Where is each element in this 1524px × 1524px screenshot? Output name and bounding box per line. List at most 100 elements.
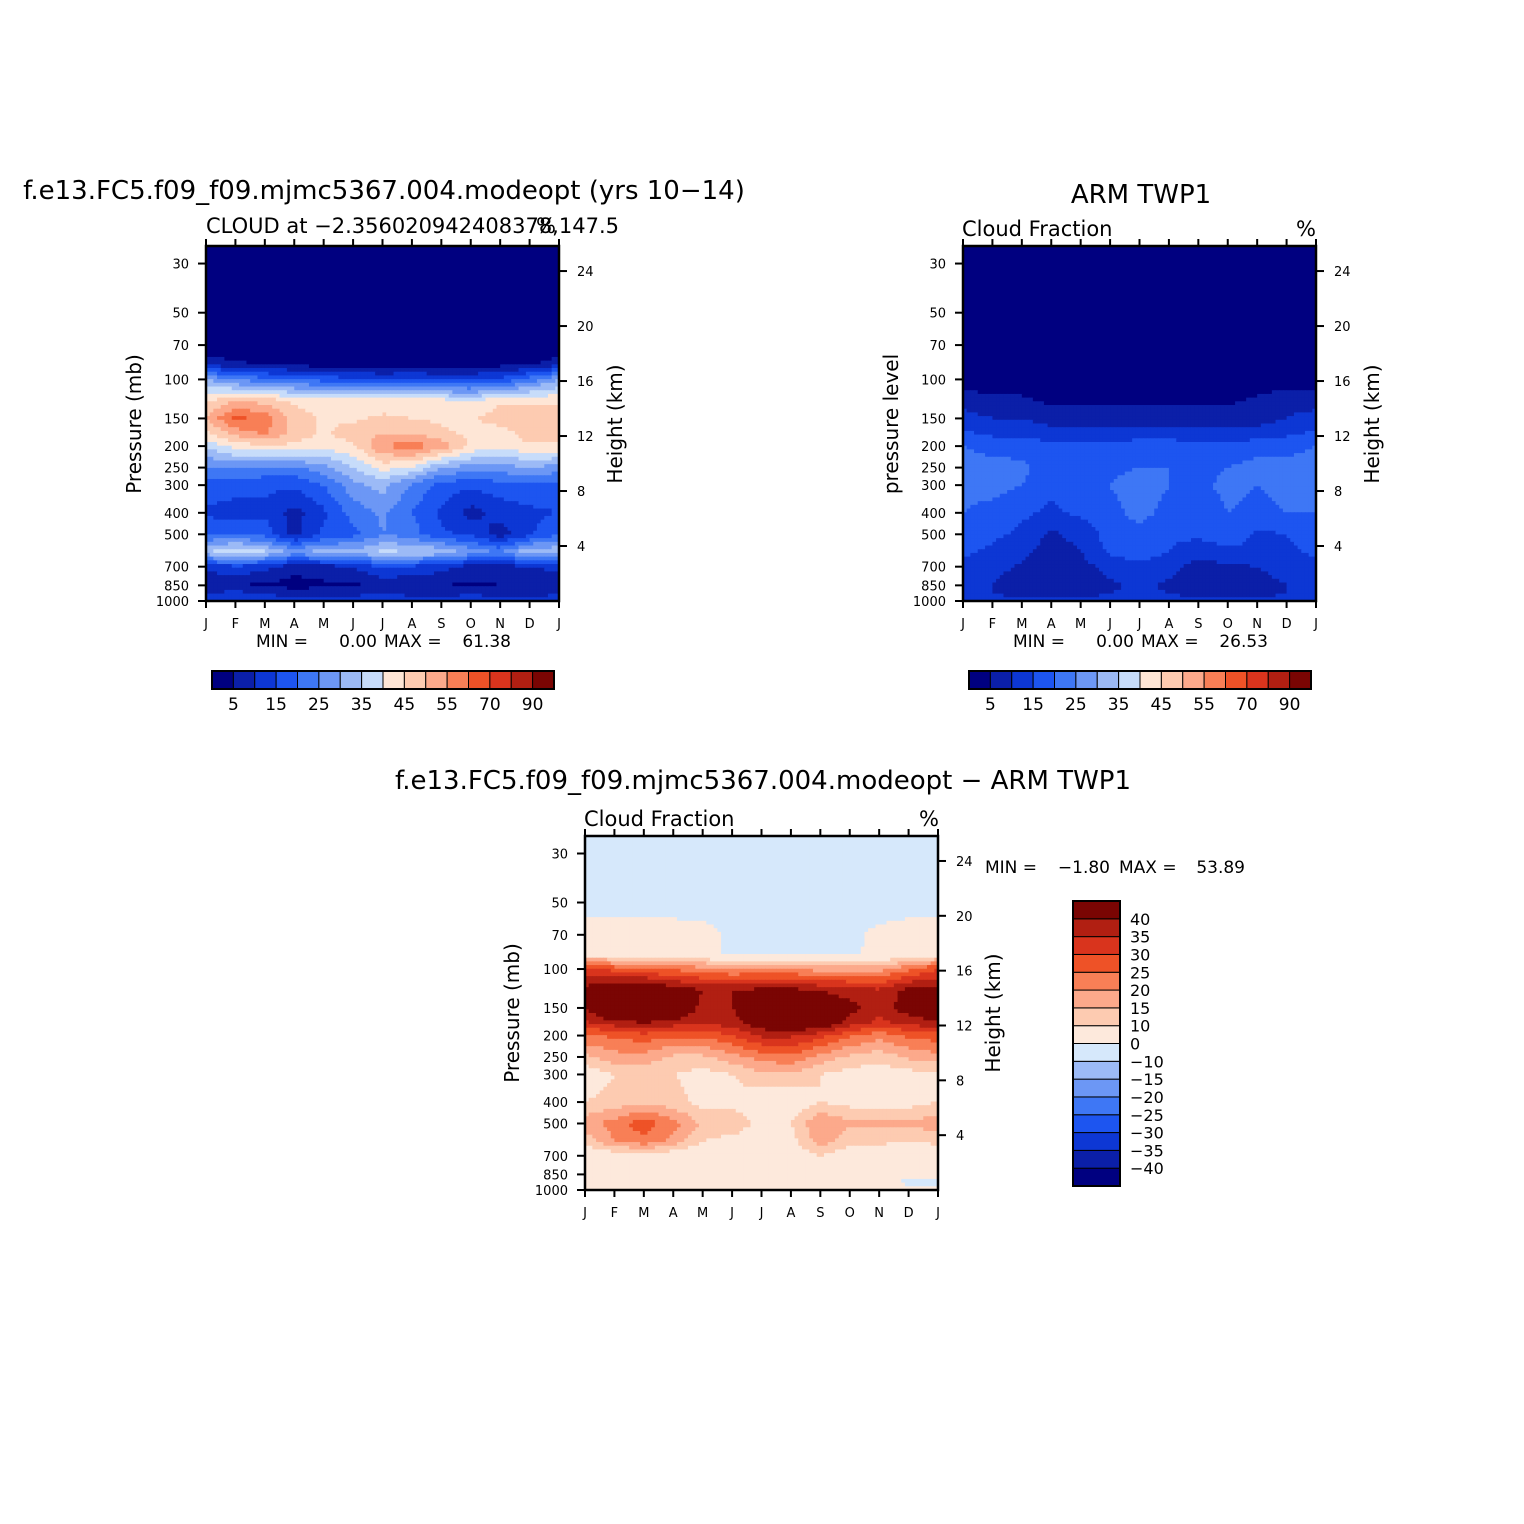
contour-cell bbox=[544, 268, 548, 272]
contour-cell bbox=[320, 412, 324, 416]
contour-cell bbox=[371, 327, 375, 331]
contour-cell bbox=[224, 338, 228, 342]
contour-cell bbox=[552, 398, 556, 402]
contour-cell bbox=[379, 412, 383, 416]
contour-cell bbox=[250, 250, 254, 254]
contour-cell bbox=[552, 383, 556, 387]
contour-cell bbox=[471, 394, 475, 398]
contour-cell bbox=[500, 401, 504, 405]
contour-cell bbox=[210, 401, 214, 405]
contour-cell bbox=[522, 287, 526, 291]
contour-cell bbox=[338, 272, 342, 276]
contour-cell bbox=[232, 405, 236, 409]
contour-cell bbox=[401, 435, 405, 439]
contour-cell bbox=[213, 379, 217, 383]
contour-cell bbox=[452, 301, 456, 305]
contour-cell bbox=[235, 287, 239, 291]
contour-cell bbox=[342, 287, 346, 291]
contour-cell bbox=[346, 320, 350, 324]
contour-cell bbox=[530, 368, 534, 372]
contour-cell bbox=[533, 305, 537, 309]
contour-cell bbox=[463, 261, 467, 265]
contour-cell bbox=[313, 264, 317, 268]
contour-cell bbox=[313, 394, 317, 398]
contour-cell bbox=[496, 372, 500, 376]
contour-cell bbox=[397, 290, 401, 294]
contour-cell bbox=[493, 387, 497, 391]
contour-cell bbox=[265, 294, 269, 298]
contour-cell bbox=[346, 253, 350, 257]
contour-cell bbox=[530, 379, 534, 383]
contour-cell bbox=[353, 398, 357, 402]
contour-cell bbox=[213, 420, 217, 424]
contour-cell bbox=[544, 287, 548, 291]
contour-cell bbox=[508, 335, 512, 339]
contour-cell bbox=[474, 342, 478, 346]
contour-cell bbox=[342, 409, 346, 413]
contour-cell bbox=[416, 416, 420, 420]
contour-cell bbox=[544, 294, 548, 298]
contour-cell bbox=[283, 298, 287, 302]
contour-cell bbox=[342, 412, 346, 416]
contour-cell bbox=[537, 412, 541, 416]
contour-cell bbox=[368, 383, 372, 387]
contour-cell bbox=[349, 387, 353, 391]
contour-cell bbox=[511, 250, 515, 254]
contour-cell bbox=[541, 394, 545, 398]
contour-cell bbox=[309, 372, 313, 376]
contour-cell bbox=[280, 324, 284, 328]
contour-cell bbox=[294, 324, 298, 328]
contour-cell bbox=[298, 309, 302, 313]
contour-cell bbox=[537, 268, 541, 272]
contour-cell bbox=[530, 305, 534, 309]
contour-cell bbox=[250, 394, 254, 398]
contour-cell bbox=[364, 394, 368, 398]
contour-cell bbox=[375, 272, 379, 276]
contour-cell bbox=[305, 305, 309, 309]
contour-cell bbox=[463, 405, 467, 409]
contour-cell bbox=[291, 394, 295, 398]
contour-cell bbox=[269, 272, 273, 276]
contour-cell bbox=[519, 264, 523, 268]
contour-cell bbox=[463, 357, 467, 361]
contour-cell bbox=[390, 250, 394, 254]
contour-cell bbox=[463, 316, 467, 320]
contour-cell bbox=[254, 409, 258, 413]
contour-cell bbox=[386, 387, 390, 391]
contour-cell bbox=[353, 320, 357, 324]
contour-cell bbox=[489, 357, 493, 361]
contour-cell bbox=[449, 427, 453, 431]
contour-cell bbox=[239, 379, 243, 383]
contour-cell bbox=[327, 390, 331, 394]
contour-cell bbox=[438, 320, 442, 324]
contour-cell bbox=[427, 264, 431, 268]
contour-cell bbox=[379, 394, 383, 398]
contour-cell bbox=[335, 383, 339, 387]
contour-cell bbox=[349, 272, 353, 276]
contour-cell bbox=[434, 268, 438, 272]
contour-cell bbox=[482, 316, 486, 320]
contour-cell bbox=[353, 298, 357, 302]
contour-cell bbox=[360, 283, 364, 287]
contour-cell bbox=[390, 364, 394, 368]
contour-cell bbox=[364, 401, 368, 405]
contour-cell bbox=[280, 409, 284, 413]
contour-cell bbox=[533, 424, 537, 428]
contour-cell bbox=[316, 261, 320, 265]
contour-cell bbox=[272, 324, 276, 328]
contour-cell bbox=[500, 416, 504, 420]
contour-cell bbox=[276, 316, 280, 320]
contour-cell bbox=[320, 298, 324, 302]
contour-cell bbox=[276, 346, 280, 350]
contour-cell bbox=[349, 353, 353, 357]
contour-cell bbox=[379, 361, 383, 365]
contour-cell bbox=[489, 287, 493, 291]
contour-cell bbox=[383, 401, 387, 405]
contour-cell bbox=[364, 353, 368, 357]
contour-cell bbox=[390, 435, 394, 439]
contour-cell bbox=[408, 398, 412, 402]
contour-cell bbox=[243, 250, 247, 254]
contour-cell bbox=[449, 375, 453, 379]
contour-cell bbox=[213, 331, 217, 335]
contour-cell bbox=[349, 398, 353, 402]
